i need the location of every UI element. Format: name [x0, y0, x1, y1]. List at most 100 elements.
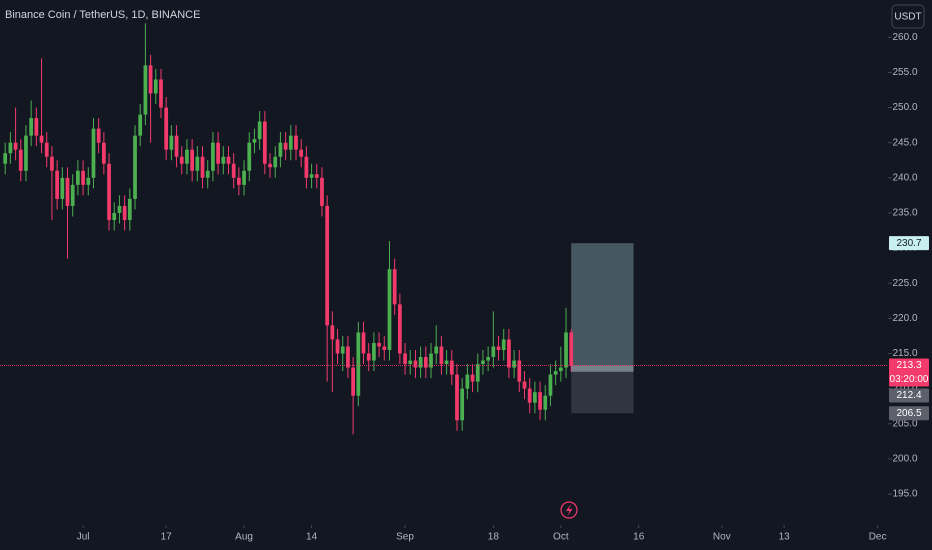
candle-body [164, 107, 169, 150]
y-tick-label: 215.0 [892, 348, 917, 359]
stop-zone [571, 371, 634, 414]
candle-body [397, 304, 402, 354]
target-price-label: 230.7 [896, 238, 921, 249]
candle-body [444, 360, 449, 365]
candle-body [8, 142, 13, 154]
last-price-label: 213.3 [896, 360, 921, 371]
candle-body [257, 121, 262, 140]
candle-body [159, 79, 163, 108]
candle-body [439, 346, 444, 365]
candle-body [346, 346, 350, 368]
candle-body [39, 135, 44, 143]
candle-body [304, 156, 309, 178]
candle-body [169, 135, 174, 150]
candle-body [366, 353, 371, 361]
entry-price-label: 212.4 [896, 390, 921, 401]
y-tick-label: 225.0 [892, 278, 917, 289]
candle-body [429, 353, 433, 368]
candle-body [558, 367, 563, 372]
countdown: 03:20:00 [890, 374, 929, 385]
currency-button[interactable] [891, 4, 925, 29]
candle-body [153, 79, 158, 94]
candle-body [55, 170, 59, 199]
candle-body [330, 325, 335, 340]
candle-body [507, 339, 511, 368]
event-icon[interactable] [560, 501, 578, 519]
candle-body [356, 332, 361, 396]
x-tick-label: 13 [779, 532, 791, 543]
candle-body [247, 142, 252, 171]
candle-body [408, 360, 413, 365]
stop-price-label: 206.5 [896, 408, 921, 419]
currency-label[interactable]: USDT [894, 12, 921, 23]
candle-body [527, 388, 532, 403]
candle-body [449, 360, 454, 375]
y-tick-label: 235.0 [892, 208, 917, 219]
candle-body [76, 170, 80, 185]
chart-title: Binance Coin / TetherUS, 1D, BINANCE [5, 9, 200, 21]
candle-body [491, 346, 496, 358]
x-tick-label: Oct [553, 532, 569, 543]
candle-body [320, 177, 324, 206]
candle-body [179, 156, 184, 164]
candle-body [470, 374, 475, 382]
candle-body [486, 357, 491, 361]
candle-body [543, 395, 548, 410]
candle-body [340, 346, 345, 354]
candle-body [237, 177, 241, 185]
candle-body [143, 65, 148, 115]
candle-body [418, 357, 423, 368]
candle-body [278, 142, 283, 157]
candle-body [44, 142, 49, 157]
candle-body [50, 156, 54, 171]
candle-body [325, 205, 330, 326]
x-tick-label: Jul [77, 532, 90, 543]
candle-body [211, 142, 215, 171]
candle-body [460, 388, 465, 421]
candle-body [392, 269, 397, 305]
candle-body [216, 142, 220, 164]
candle-body [423, 357, 428, 368]
stop-price-label-bg [889, 406, 929, 421]
x-tick-label: Dec [869, 532, 887, 543]
candle-body [127, 198, 132, 220]
candle-body [117, 205, 122, 213]
candle-body [382, 346, 387, 350]
y-tick-label: 255.0 [892, 67, 917, 78]
entry-price-label-bg [889, 388, 929, 403]
candle-body [60, 177, 65, 199]
candle-body [221, 156, 226, 164]
candle-body [65, 177, 70, 206]
x-tick-label: 17 [161, 532, 173, 543]
candle-body [112, 212, 117, 220]
candle-body [465, 374, 470, 389]
candle-body [553, 371, 558, 375]
candle-body [3, 153, 8, 164]
y-tick-label: 245.0 [892, 137, 917, 148]
candle-body [91, 128, 96, 178]
candle-body [262, 121, 267, 164]
candle-body [548, 374, 553, 396]
candle-body [512, 360, 516, 368]
candle-body [231, 163, 236, 178]
candle-body [309, 174, 314, 178]
candle-body [413, 360, 418, 368]
candle-body [481, 360, 485, 365]
candle-body [434, 346, 439, 354]
candle-body [377, 342, 381, 347]
candle-body [96, 128, 101, 143]
x-tick-label: Aug [235, 532, 253, 543]
candle-body [200, 156, 205, 178]
candle-body [335, 339, 340, 354]
candle-body [538, 392, 542, 410]
candle-body [372, 342, 376, 361]
candle-body [226, 156, 231, 164]
x-tick-label: 16 [633, 532, 645, 543]
y-tick-label: 205.0 [892, 418, 917, 429]
candle-body [496, 346, 501, 350]
candle-body [174, 135, 179, 157]
candle-body [564, 332, 568, 368]
candle-body [122, 205, 127, 220]
